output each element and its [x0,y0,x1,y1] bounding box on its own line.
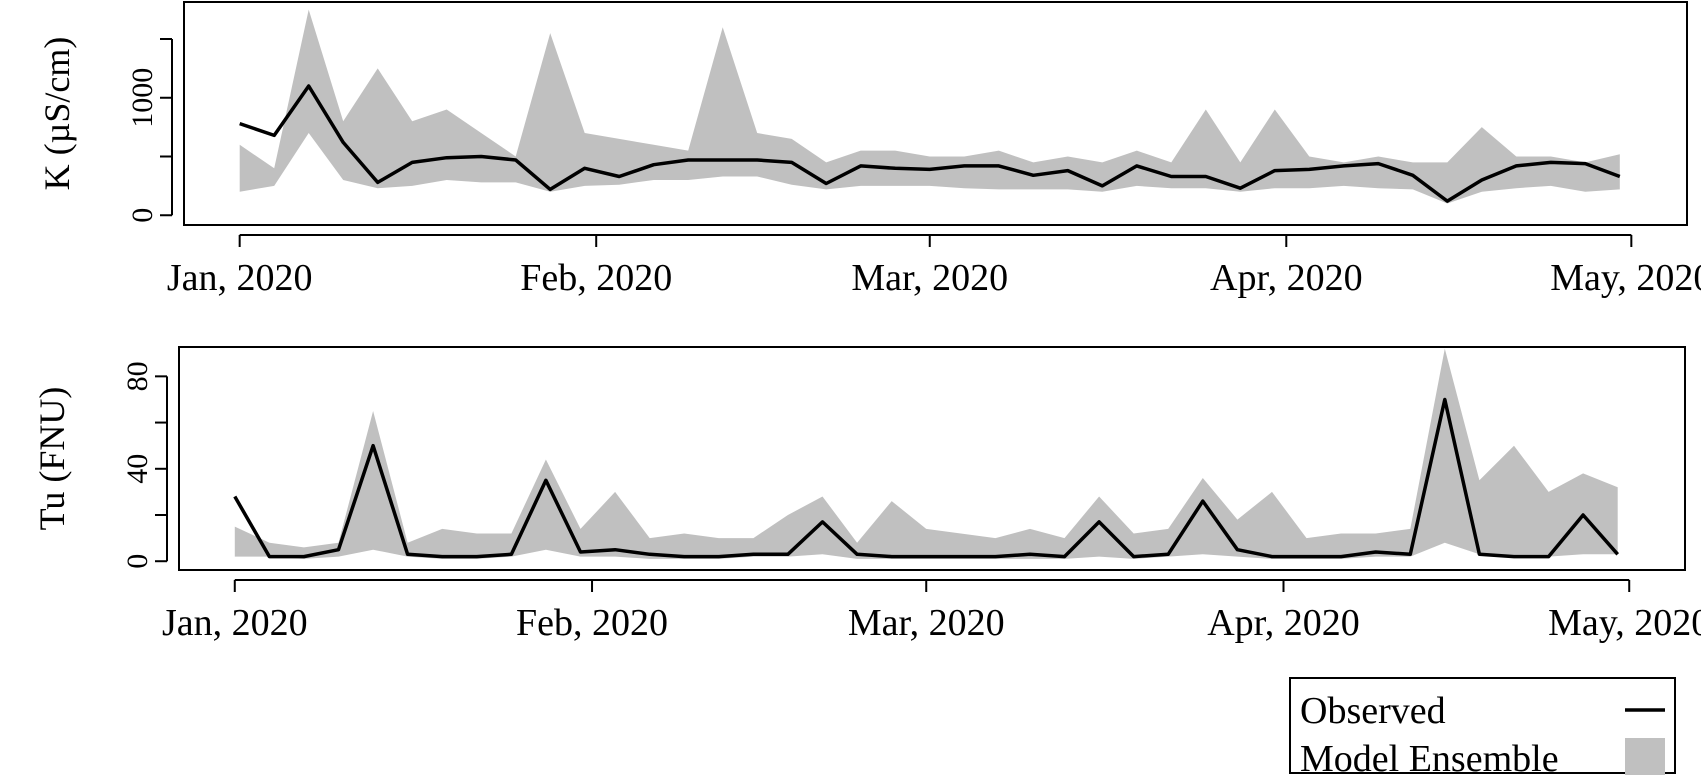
ensemble-band [239,9,1620,204]
observed-line [239,84,1621,203]
y-tick-label: 0 [126,208,159,223]
x-tick-label: Mar, 2020 [848,602,1005,644]
legend-box [1289,677,1676,774]
y-tick-label: 1000 [126,68,159,128]
observed-line [233,397,1620,559]
x-tick-label: Feb, 2020 [520,257,672,299]
y-tick-label: 80 [121,361,154,391]
y-tick-label: 40 [121,454,154,484]
legend-label: Observed [1300,690,1446,732]
x-tick-label: Apr, 2020 [1207,602,1360,644]
y-axis-label: K (µS/cm) [37,37,77,191]
x-tick-label: Feb, 2020 [516,602,668,644]
x-tick-label: May, 2020 [1550,257,1701,299]
x-tick-label: Jan, 2020 [162,602,308,644]
legend-label: Model Ensemble [1300,738,1559,775]
y-tick-label: 0 [121,554,154,569]
plot-frame [183,1,1688,226]
y-axis-label: Tu (FNU) [32,387,72,531]
x-tick-label: May, 2020 [1548,602,1701,644]
legend-swatch [1625,738,1665,775]
ensemble-band [234,348,1618,559]
plot-frame [178,346,1686,571]
x-tick-label: Jan, 2020 [167,257,313,299]
x-tick-label: Mar, 2020 [851,257,1008,299]
x-tick-label: Apr, 2020 [1210,257,1363,299]
